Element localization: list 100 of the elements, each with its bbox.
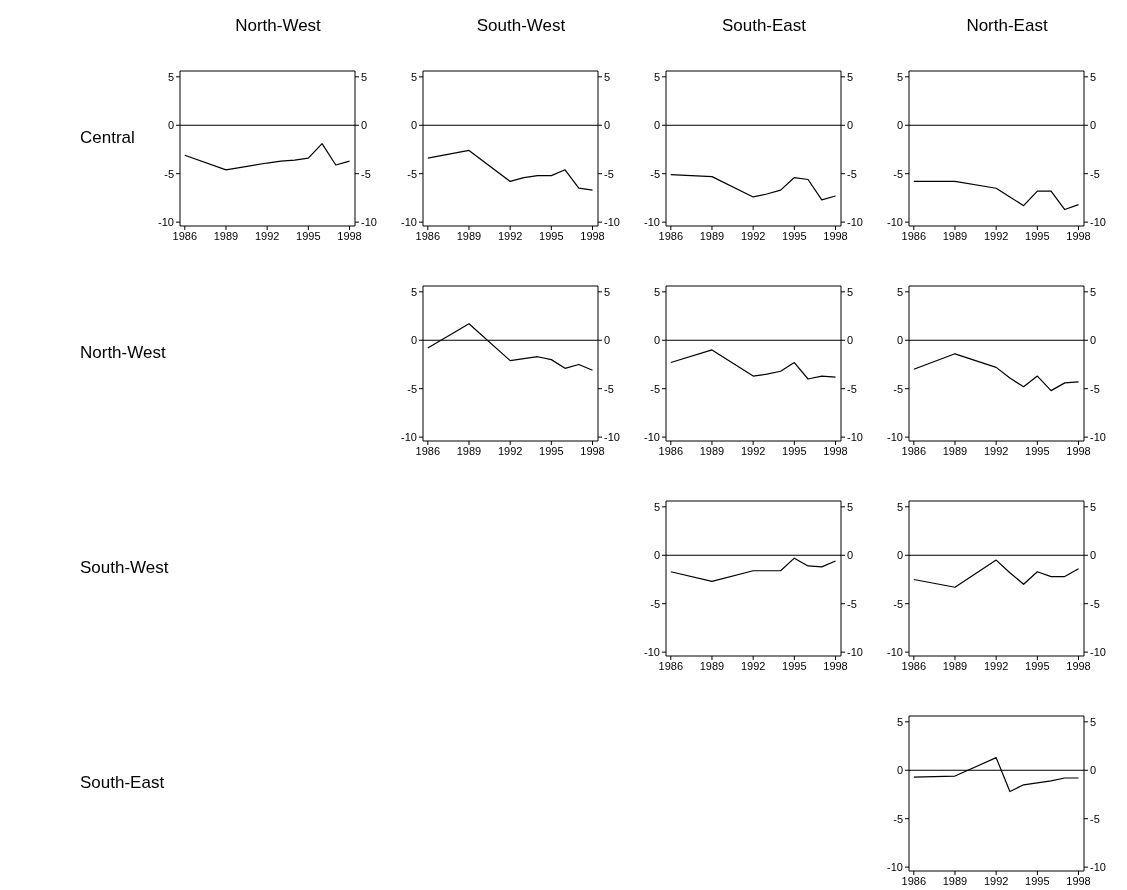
x-tick-label: 1998 — [1066, 444, 1091, 457]
x-tick-label: 1992 — [983, 444, 1009, 457]
y-tick-label: -10 — [401, 216, 417, 229]
y-tick-label: 5 — [410, 285, 417, 298]
x-tick-label: 1992 — [254, 229, 280, 242]
y-tick-label: -10 — [887, 646, 903, 659]
y-tick-label: 5 — [896, 285, 903, 298]
y-tick-label: -5 — [164, 167, 174, 180]
x-tick-label: 1998 — [823, 659, 848, 672]
x-tick-label: 1995 — [1025, 659, 1050, 672]
x-tick-label: 1995 — [539, 229, 564, 242]
x-tick-label: 1986 — [658, 444, 684, 457]
x-tick-label: 1989 — [456, 229, 482, 242]
y2-tick-label: 0 — [847, 549, 854, 562]
y2-tick-label: -10 — [1090, 431, 1106, 444]
y2-tick-label: 0 — [1090, 119, 1097, 132]
x-tick-label: 1992 — [740, 444, 766, 457]
x-tick-label: 1998 — [1066, 874, 1091, 887]
y-tick-label: -5 — [407, 167, 417, 180]
y-tick-label: 5 — [410, 70, 417, 83]
y2-tick-label: 5 — [604, 285, 611, 298]
chart-title: South-West — [475, 16, 567, 36]
chart-title: North-East — [965, 16, 1049, 36]
y2-tick-label: 0 — [1090, 549, 1097, 562]
x-tick-label: 1986 — [172, 229, 198, 242]
x-tick-label: 1992 — [983, 659, 1009, 672]
y2-tick-label: -10 — [1090, 646, 1106, 659]
x-tick-label: 1998 — [580, 444, 605, 457]
chart-title: South-East — [720, 16, 808, 36]
y-tick-label: -5 — [650, 167, 660, 180]
y2-tick-label: -10 — [847, 216, 863, 229]
x-tick-label: 1998 — [823, 444, 848, 457]
y2-tick-label: -5 — [604, 382, 614, 395]
y-tick-label: -10 — [887, 431, 903, 444]
y-tick-label: 5 — [653, 500, 660, 513]
y-tick-label: 0 — [896, 334, 903, 347]
y-tick-label: -5 — [650, 597, 660, 610]
y-tick-label: 0 — [896, 549, 903, 562]
y-tick-label: -10 — [887, 216, 903, 229]
x-tick-label: 1989 — [942, 444, 968, 457]
y-tick-label: -10 — [644, 646, 660, 659]
y2-tick-label: 0 — [361, 119, 368, 132]
y2-tick-label: -5 — [847, 167, 857, 180]
x-tick-label: 1992 — [497, 444, 523, 457]
x-tick-label: 1998 — [337, 229, 362, 242]
x-tick-label: 1986 — [415, 444, 441, 457]
y2-tick-label: 0 — [1090, 334, 1097, 347]
x-tick-label: 1998 — [1066, 659, 1091, 672]
y2-tick-label: -5 — [1090, 597, 1100, 610]
x-tick-label: 1986 — [901, 229, 927, 242]
y-tick-label: 0 — [167, 119, 174, 132]
x-tick-label: 1998 — [580, 229, 605, 242]
x-tick-label: 1995 — [1025, 874, 1050, 887]
y-tick-label: 5 — [167, 70, 174, 83]
y2-tick-label: 5 — [1090, 500, 1097, 513]
y-tick-label: 0 — [896, 119, 903, 132]
y-axis-title: South-East — [80, 773, 165, 793]
y-tick-label: -10 — [401, 431, 417, 444]
x-tick-label: 1986 — [901, 659, 927, 672]
x-tick-label: 1986 — [901, 444, 927, 457]
x-tick-label: 1992 — [983, 229, 1009, 242]
y-tick-label: -5 — [893, 597, 903, 610]
y-tick-label: -5 — [893, 382, 903, 395]
x-tick-label: 1989 — [942, 659, 968, 672]
x-tick-label: 1998 — [823, 229, 848, 242]
y-tick-label: 0 — [653, 119, 660, 132]
y-axis-title: Central — [80, 128, 135, 148]
y-tick-label: -10 — [644, 216, 660, 229]
y2-tick-label: -10 — [604, 216, 620, 229]
y2-tick-label: 0 — [1090, 764, 1097, 777]
y2-tick-label: 0 — [847, 334, 854, 347]
y2-tick-label: 5 — [361, 70, 368, 83]
x-tick-label: 1986 — [901, 874, 927, 887]
y-tick-label: -5 — [893, 167, 903, 180]
y2-tick-label: 0 — [604, 119, 611, 132]
y2-tick-label: 0 — [847, 119, 854, 132]
y-tick-label: 5 — [896, 715, 903, 728]
x-tick-label: 1989 — [699, 229, 725, 242]
x-tick-label: 1998 — [1066, 229, 1091, 242]
y-axis-title: South-West — [80, 558, 169, 578]
y2-tick-label: 5 — [847, 285, 854, 298]
x-tick-label: 1995 — [782, 229, 807, 242]
y2-tick-label: -10 — [1090, 861, 1106, 874]
x-tick-label: 1995 — [539, 444, 564, 457]
y2-tick-label: 5 — [604, 70, 611, 83]
y2-tick-label: 5 — [1090, 715, 1097, 728]
y2-tick-label: -10 — [1090, 216, 1106, 229]
y-tick-label: 0 — [653, 334, 660, 347]
x-tick-label: 1992 — [983, 874, 1009, 887]
y-tick-label: 5 — [896, 70, 903, 83]
x-tick-label: 1995 — [1025, 229, 1050, 242]
y-tick-label: 0 — [653, 549, 660, 562]
x-tick-label: 1989 — [699, 659, 725, 672]
y2-tick-label: -10 — [361, 216, 377, 229]
y-tick-label: -5 — [650, 382, 660, 395]
y2-tick-label: 5 — [1090, 285, 1097, 298]
x-tick-label: 1986 — [658, 659, 684, 672]
y2-tick-label: -5 — [361, 167, 371, 180]
y-tick-label: 0 — [410, 119, 417, 132]
y-tick-label: -5 — [893, 812, 903, 825]
